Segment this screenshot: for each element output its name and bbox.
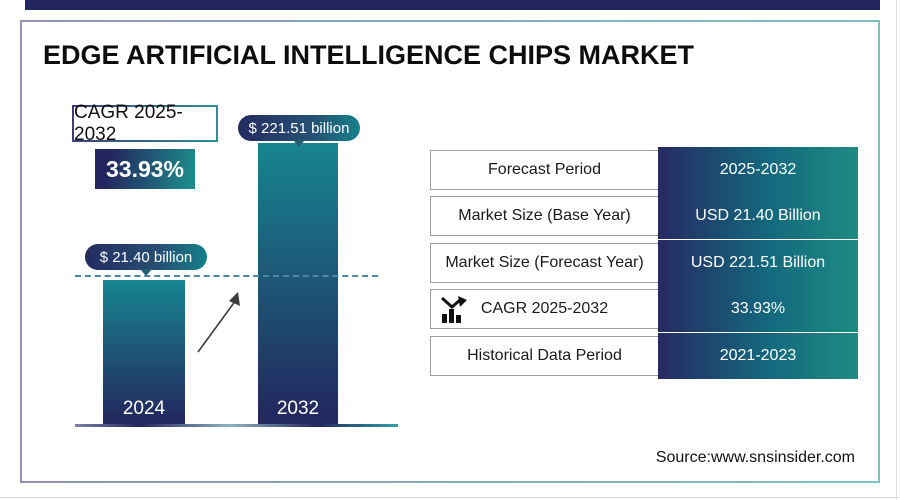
cagr-value-badge: 33.93% xyxy=(95,149,195,189)
value-label-2024: $ 21.40 billion xyxy=(85,244,207,276)
reference-dashed-line xyxy=(75,275,378,277)
row-label: CAGR 2025-2032 xyxy=(480,300,609,317)
growth-trend-arrow-icon xyxy=(197,292,240,353)
row-label: Historical Data Period xyxy=(467,347,622,364)
chart-baseline xyxy=(75,424,398,427)
bar-2024-year-label: 2024 xyxy=(122,398,166,419)
row-label: Market Size (Forecast Year) xyxy=(445,254,644,271)
cagr-label-box: CAGR 2025-2032 xyxy=(72,102,218,145)
table-row: Historical Data Period 2021-2023 xyxy=(430,333,858,379)
row-label: Forecast Period xyxy=(488,161,601,178)
page-right-edge xyxy=(896,0,897,500)
top-accent-bar xyxy=(25,0,880,10)
bar-2024: 2024 xyxy=(103,280,185,425)
growth-chart-icon xyxy=(440,296,467,323)
page-title: EDGE ARTIFICIAL INTELLIGENCE CHIPS MARKE… xyxy=(43,40,695,70)
bar-2032: 2032 xyxy=(258,143,338,425)
table-row: Forecast Period 2025-2032 xyxy=(430,147,858,193)
row-value: USD 221.51 Billion xyxy=(658,240,858,286)
value-label-2032: $ 221.51 billion xyxy=(238,115,360,147)
page-bottom-edge xyxy=(0,497,900,498)
cagr-label: CAGR 2025-2032 xyxy=(74,102,216,145)
row-value: 2025-2032 xyxy=(658,147,858,193)
table-row: Market Size (Base Year) USD 21.40 Billio… xyxy=(430,193,858,239)
row-value: 2021-2023 xyxy=(658,333,858,379)
row-label: Market Size (Base Year) xyxy=(458,207,631,224)
table-row: Market Size (Forecast Year) USD 221.51 B… xyxy=(430,240,858,286)
bar-2032-year-label: 2032 xyxy=(276,398,320,419)
table-row: CAGR 2025-2032 33.93% xyxy=(430,286,858,332)
source-attribution: Source:www.snsinsider.com xyxy=(655,449,855,466)
row-value: USD 21.40 Billion xyxy=(658,193,858,239)
row-value: 33.93% xyxy=(658,286,858,332)
